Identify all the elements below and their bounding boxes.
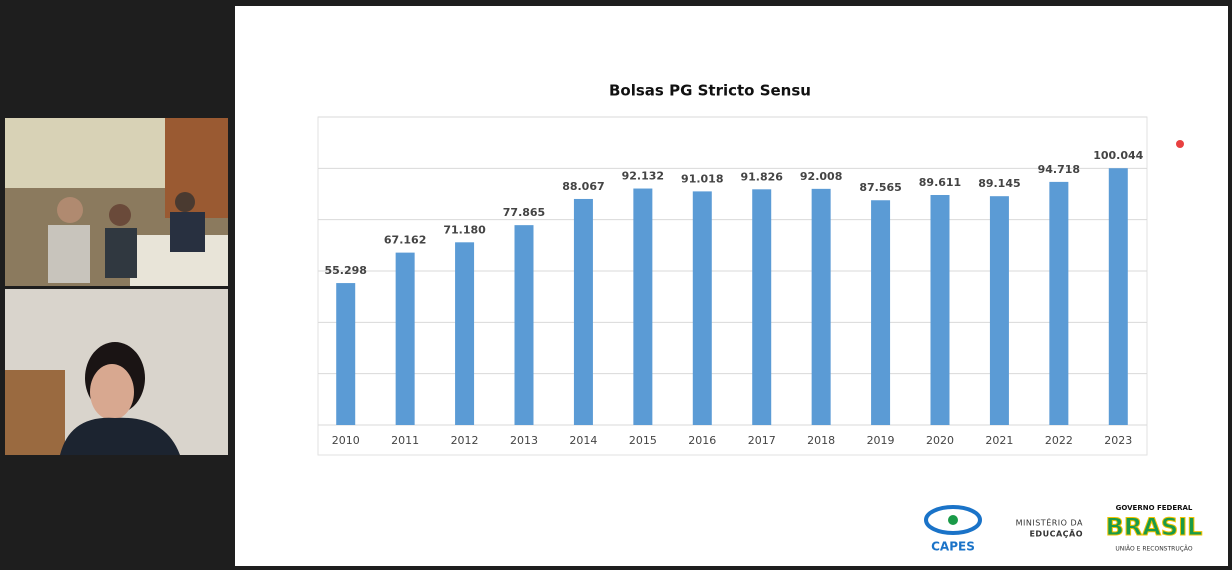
bar <box>395 252 415 425</box>
data-label: 88.067 <box>562 180 604 193</box>
data-label: 89.145 <box>978 177 1020 190</box>
bar <box>1049 181 1069 425</box>
data-label: 67.162 <box>384 234 426 247</box>
person <box>90 364 134 420</box>
bar <box>1108 168 1128 425</box>
gov-text: UNIÃO E RECONSTRUÇÃO <box>1115 546 1193 553</box>
x-tick-label: 2014 <box>569 434 597 447</box>
person <box>175 192 195 212</box>
gov-brand: BRASIL <box>1106 513 1203 541</box>
x-tick-label: 2011 <box>391 434 419 447</box>
data-label: 92.008 <box>800 170 842 183</box>
person <box>60 417 180 455</box>
x-tick-label: 2010 <box>332 434 360 447</box>
data-label: 100.044 <box>1093 149 1143 162</box>
capes-eye <box>924 505 982 535</box>
data-label: 89.611 <box>919 176 961 189</box>
person <box>170 212 205 252</box>
video-tile <box>5 118 228 286</box>
x-tick-label: 2013 <box>510 434 538 447</box>
bar <box>811 188 831 425</box>
window <box>5 118 165 188</box>
data-label: 55.298 <box>324 264 366 277</box>
x-tick-label: 2019 <box>867 434 895 447</box>
person <box>48 225 90 283</box>
x-tick-label: 2015 <box>629 434 657 447</box>
chart-title: Bolsas PG Stricto Sensu <box>609 82 811 100</box>
data-label: 91.018 <box>681 172 723 185</box>
bar <box>336 283 356 425</box>
x-tick-label: 2016 <box>688 434 716 447</box>
x-tick-label: 2022 <box>1045 434 1073 447</box>
bar <box>692 191 712 425</box>
data-label: 87.565 <box>859 181 901 194</box>
person <box>105 228 137 278</box>
data-label: 71.180 <box>443 223 486 236</box>
person <box>57 197 83 223</box>
pointer <box>1176 140 1184 148</box>
bar <box>871 200 891 425</box>
bar <box>455 242 475 425</box>
bar <box>930 194 950 425</box>
bar <box>633 188 653 425</box>
person <box>109 204 131 226</box>
capes-logo: CAPES <box>924 505 982 554</box>
bar <box>989 196 1009 425</box>
data-label: 91.826 <box>740 170 783 183</box>
ministry-text: EDUCAÇÃO <box>1029 529 1083 539</box>
gov-text: GOVERNO FEDERAL <box>1116 504 1193 512</box>
wall <box>165 118 228 218</box>
x-tick-label: 2017 <box>748 434 776 447</box>
ministry-text: MINISTÉRIO DA <box>1016 517 1083 528</box>
x-tick-label: 2023 <box>1104 434 1132 447</box>
capes-text: CAPES <box>931 540 975 554</box>
x-tick-label: 2012 <box>451 434 479 447</box>
desk <box>5 370 65 455</box>
bar <box>573 198 593 425</box>
data-label: 92.132 <box>622 170 664 183</box>
bar <box>752 189 772 425</box>
x-tick-label: 2021 <box>985 434 1013 447</box>
bar <box>514 225 534 425</box>
capes-pupil <box>948 515 958 525</box>
data-label: 77.865 <box>503 206 545 219</box>
x-tick-label: 2020 <box>926 434 954 447</box>
data-label: 94.718 <box>1038 163 1080 176</box>
x-tick-label: 2018 <box>807 434 835 447</box>
video-tile <box>5 289 228 455</box>
